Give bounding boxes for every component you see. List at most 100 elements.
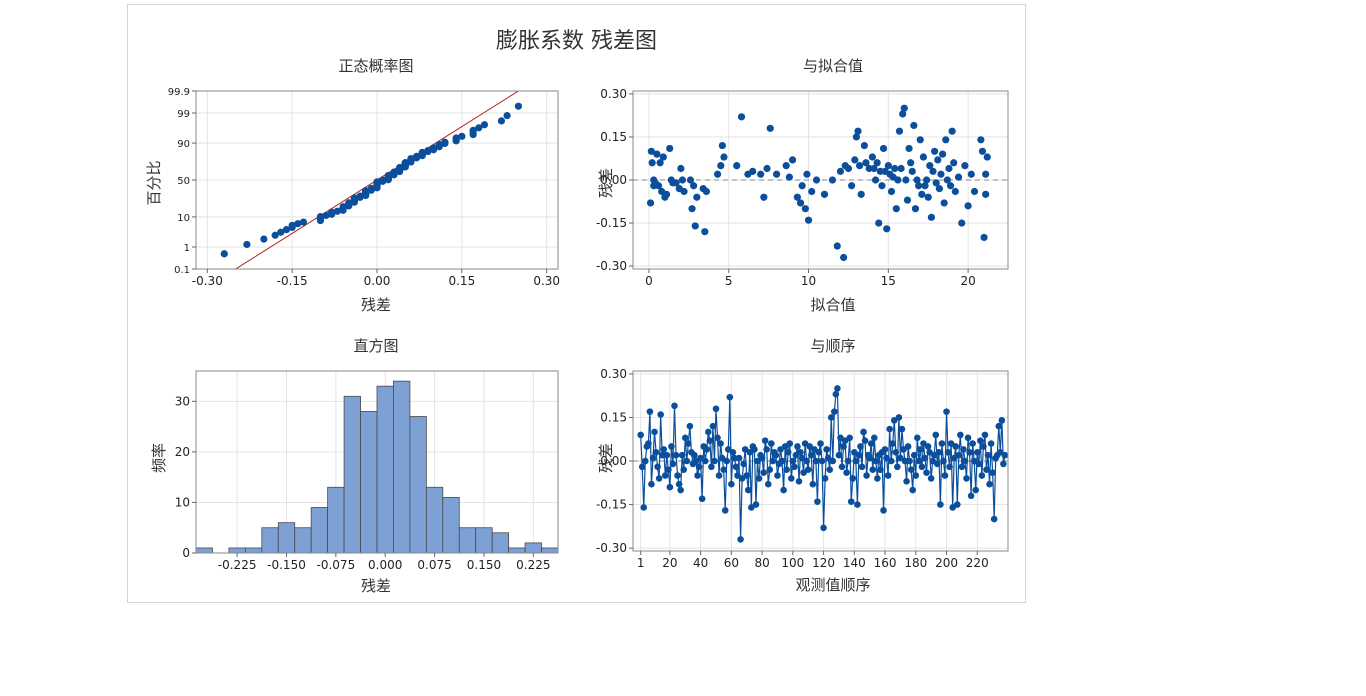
data-point	[666, 144, 674, 153]
data-point	[857, 443, 864, 450]
y-tick-label: 30	[175, 394, 190, 408]
data-point	[429, 144, 438, 152]
data-point	[870, 434, 878, 442]
x-tick-label: 1	[637, 556, 645, 570]
data-point	[869, 466, 877, 474]
histogram-bar	[327, 486, 345, 554]
data-point	[717, 440, 724, 447]
data-point	[804, 216, 813, 224]
data-point	[801, 205, 809, 213]
data-point	[964, 202, 972, 210]
data-point	[678, 176, 687, 184]
data-point	[794, 443, 801, 450]
data-point	[844, 457, 852, 465]
data-point	[718, 141, 726, 150]
data-point	[943, 408, 950, 415]
data-point	[798, 182, 806, 190]
data-point	[970, 187, 979, 196]
data-point	[932, 431, 940, 439]
data-point	[761, 437, 769, 444]
data-point	[897, 164, 905, 173]
histogram-bar	[360, 411, 378, 554]
data-point	[930, 147, 939, 155]
normal-probability-title: 正态概率图	[338, 57, 413, 75]
data-point	[854, 501, 861, 508]
data-point	[857, 190, 865, 198]
data-point	[757, 170, 765, 178]
data-point	[785, 173, 793, 181]
data-point	[690, 182, 698, 190]
data-point	[797, 448, 804, 456]
data-point	[654, 182, 663, 190]
data-point	[832, 390, 840, 398]
data-point	[918, 463, 926, 471]
data-point	[733, 162, 741, 170]
data-point	[695, 463, 703, 471]
data-point	[787, 475, 795, 482]
data-point	[646, 199, 655, 207]
data-point	[820, 524, 827, 532]
data-point	[412, 152, 421, 160]
data-point	[731, 454, 738, 462]
data-point	[668, 443, 675, 450]
data-point	[723, 457, 731, 465]
y-tick-label: -0.30	[596, 259, 627, 273]
data-point	[322, 211, 330, 220]
histogram-bar	[195, 547, 213, 554]
data-point	[715, 472, 723, 479]
x-tick-label: -0.075	[317, 558, 356, 572]
x-tick-label: 0.15	[448, 274, 475, 288]
data-point	[720, 466, 727, 474]
data-point	[843, 469, 850, 476]
data-point	[760, 193, 768, 201]
y-tick-label: 99.9	[168, 87, 190, 98]
data-point	[978, 472, 986, 479]
data-point	[950, 159, 958, 167]
data-point	[987, 440, 995, 447]
data-point	[946, 182, 955, 190]
histogram-bar	[343, 395, 361, 554]
data-point	[872, 457, 880, 465]
histogram-bar	[458, 527, 477, 554]
data-point	[788, 156, 797, 164]
data-point	[981, 431, 989, 439]
data-point	[878, 182, 886, 190]
data-point	[833, 242, 841, 250]
data-point	[763, 164, 771, 173]
data-point	[848, 182, 856, 190]
data-point	[902, 176, 910, 184]
data-point	[975, 460, 983, 468]
data-point	[339, 203, 347, 211]
data-point	[384, 171, 392, 180]
versus-fits-plot: 与拟合值 0 5 10 15 20 -0.30 -0.15 0.00 0.15 0.30 拟合值…	[596, 57, 1009, 314]
data-point	[908, 167, 916, 175]
x-tick-label: 0.00	[364, 274, 391, 288]
y-axis-label: 残差	[597, 443, 615, 473]
data-point	[826, 466, 834, 474]
y-tick-label: 90	[177, 139, 190, 150]
data-point	[795, 478, 803, 485]
data-point	[914, 434, 921, 442]
data-point	[866, 454, 873, 462]
y-tick-label: 1	[184, 243, 190, 254]
data-point	[271, 231, 279, 239]
data-point	[752, 501, 760, 508]
data-point	[868, 153, 876, 161]
data-point	[740, 460, 747, 468]
data-point	[663, 451, 671, 459]
data-point	[681, 434, 689, 442]
histogram-bar	[244, 547, 263, 554]
data-point	[768, 440, 775, 447]
data-point	[821, 475, 829, 482]
data-point	[651, 428, 658, 436]
y-tick-label: 99	[177, 109, 190, 120]
data-point	[945, 164, 953, 173]
data-point	[441, 138, 449, 146]
x-tick-label: 0.150	[467, 558, 501, 572]
data-point	[903, 478, 910, 485]
data-point	[780, 486, 787, 494]
data-point	[661, 472, 669, 479]
data-point	[899, 110, 907, 118]
data-point	[678, 451, 686, 459]
data-point	[698, 495, 706, 503]
